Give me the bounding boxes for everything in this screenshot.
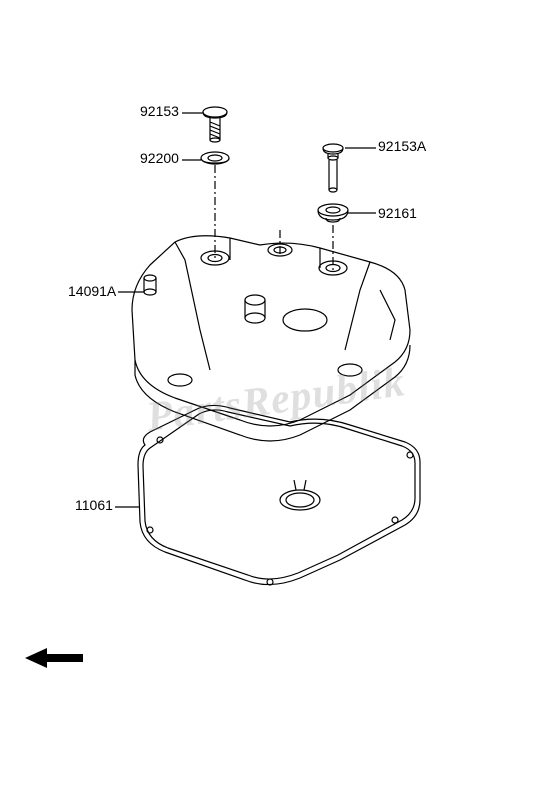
- exploded-view-svg: [0, 0, 551, 800]
- label-washer: 92200: [140, 150, 179, 166]
- label-gasket: 11061: [75, 497, 113, 513]
- label-damper: 92161: [378, 205, 417, 221]
- label-cover: 14091A: [68, 283, 116, 299]
- label-bolt-top: 92153: [140, 103, 179, 119]
- diagram-container: 92153 92200 14091A 11061 92153A 92161 Pa…: [0, 0, 551, 800]
- damper: [318, 204, 348, 222]
- bolt-top: [203, 107, 227, 142]
- gasket: [138, 405, 420, 585]
- cylinder-head-cover: [132, 236, 410, 441]
- label-bolt-right: 92153A: [378, 138, 426, 154]
- washer: [201, 152, 229, 164]
- front-direction-arrow: [25, 646, 85, 670]
- bolt-right: [323, 144, 343, 192]
